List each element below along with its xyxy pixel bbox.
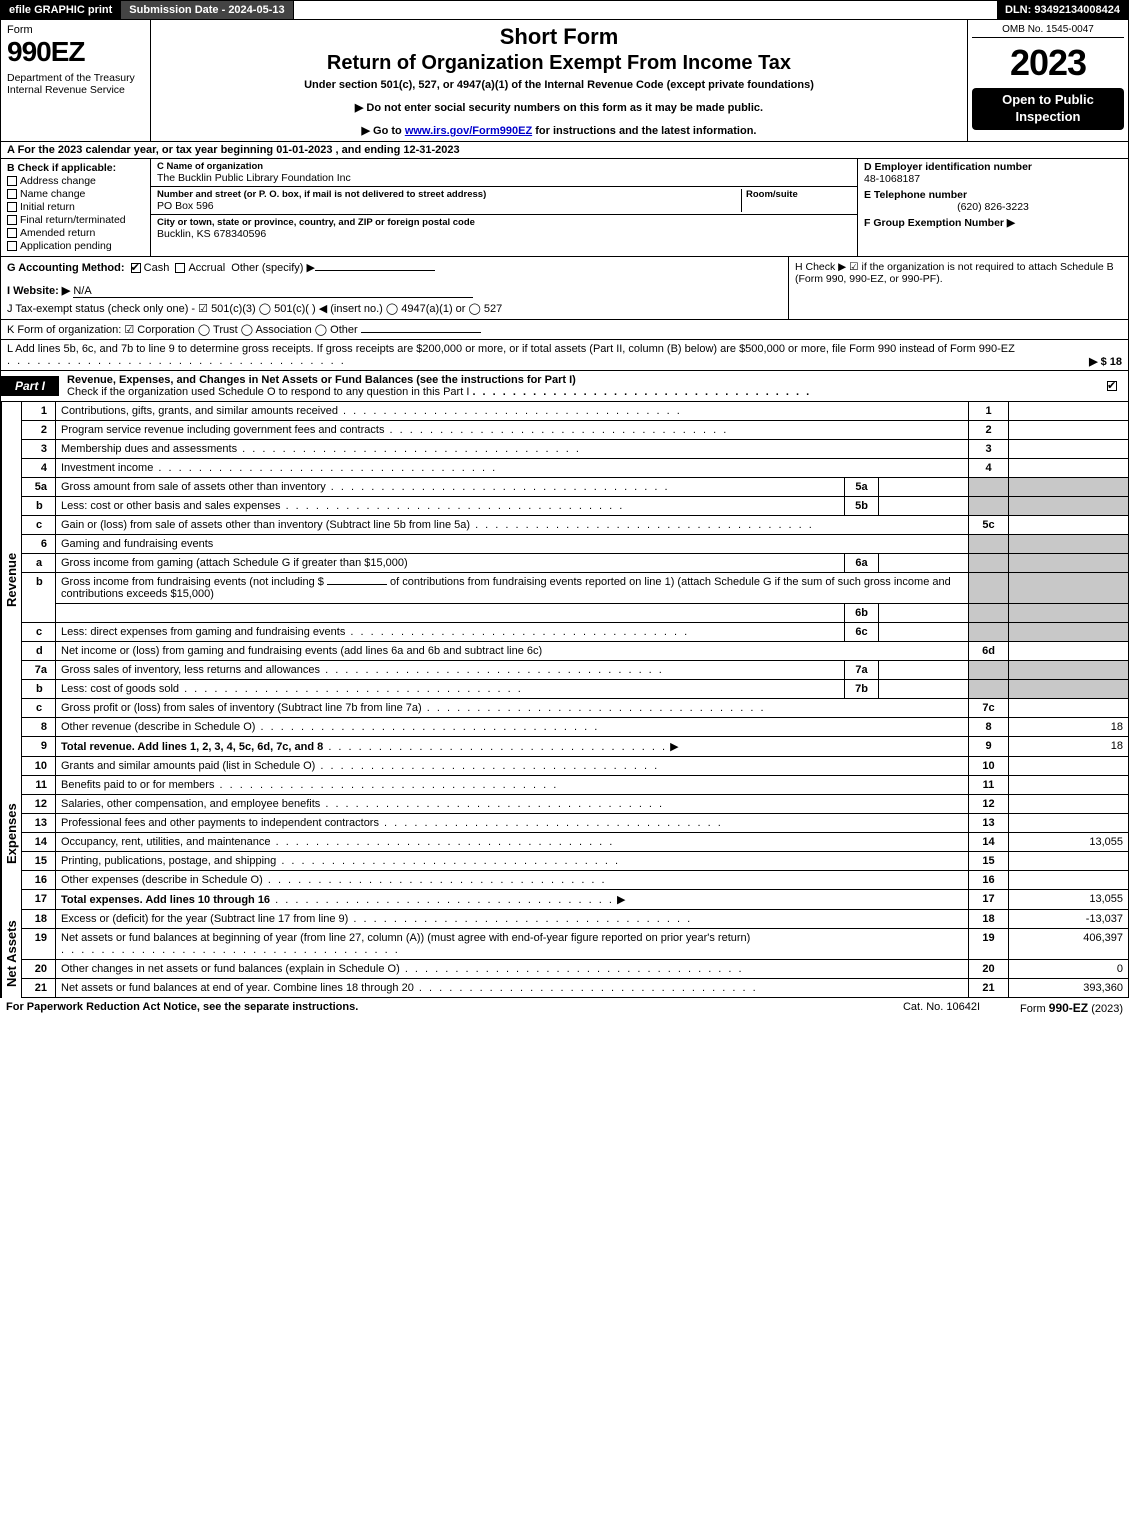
top-bar: efile GRAPHIC print Submission Date - 20… bbox=[0, 0, 1129, 20]
note-goto-pre: ▶ Go to bbox=[362, 125, 405, 137]
footer-left: For Paperwork Reduction Act Notice, see … bbox=[6, 1001, 863, 1015]
department-label: Department of the Treasury Internal Reve… bbox=[7, 72, 144, 96]
cb-address-change[interactable]: Address change bbox=[7, 175, 144, 187]
main-title: Return of Organization Exempt From Incom… bbox=[157, 52, 961, 75]
row-l-gross-receipts: L Add lines 5b, 6c, and 7b to line 9 to … bbox=[0, 340, 1129, 371]
website-label: I Website: ▶ bbox=[7, 285, 70, 297]
other-org-field[interactable] bbox=[361, 332, 481, 333]
org-name-label: C Name of organization bbox=[157, 161, 851, 172]
other-label: Other (specify) ▶ bbox=[231, 262, 315, 274]
note-ssn: ▶ Do not enter social security numbers o… bbox=[157, 101, 961, 114]
short-form-title: Short Form bbox=[157, 24, 961, 50]
cb-application-pending[interactable]: Application pending bbox=[7, 240, 144, 252]
form-label: Form bbox=[7, 24, 144, 36]
val-21: 393,360 bbox=[1009, 979, 1129, 998]
topbar-spacer bbox=[294, 1, 997, 19]
org-name: The Bucklin Public Library Foundation In… bbox=[157, 172, 851, 184]
org-name-block: C Name of organization The Bucklin Publi… bbox=[151, 159, 857, 187]
note-goto: ▶ Go to www.irs.gov/Form990EZ for instru… bbox=[157, 124, 961, 137]
row-gh: G Accounting Method: Cash Accrual Other … bbox=[0, 257, 1129, 320]
net-assets-vlabel: Net Assets bbox=[1, 910, 21, 998]
accounting-method-label: G Accounting Method: bbox=[7, 262, 125, 274]
city-value: Bucklin, KS 678340596 bbox=[157, 228, 851, 240]
submission-date: Submission Date - 2024-05-13 bbox=[121, 1, 293, 19]
row-l-amount: ▶ $ 18 bbox=[1089, 355, 1122, 368]
val-14: 13,055 bbox=[1009, 833, 1129, 852]
omb-number: OMB No. 1545-0047 bbox=[972, 24, 1124, 38]
street-value: PO Box 596 bbox=[157, 200, 741, 212]
revenue-table: 1Contributions, gifts, grants, and simil… bbox=[21, 402, 1129, 757]
row-j-tax-exempt: J Tax-exempt status (check only one) - ☑… bbox=[7, 303, 502, 315]
val-17: 13,055 bbox=[1009, 890, 1129, 910]
header-center: Short Form Return of Organization Exempt… bbox=[151, 20, 968, 141]
expenses-vlabel: Expenses bbox=[1, 757, 21, 910]
room-label: Room/suite bbox=[746, 189, 851, 200]
dln-label: DLN: 93492134008424 bbox=[997, 1, 1128, 19]
cb-name-change[interactable]: Name change bbox=[7, 188, 144, 200]
irs-link[interactable]: www.irs.gov/Form990EZ bbox=[405, 125, 532, 137]
ein-label: D Employer identification number bbox=[864, 161, 1122, 173]
open-to-public: Open to Public Inspection bbox=[972, 88, 1124, 130]
row-a-tax-year: A For the 2023 calendar year, or tax yea… bbox=[0, 142, 1129, 159]
other-specify-field[interactable] bbox=[315, 270, 435, 271]
row-h: H Check ▶ ☑ if the organization is not r… bbox=[788, 257, 1128, 319]
net-assets-section: Net Assets 18Excess or (deficit) for the… bbox=[0, 910, 1129, 998]
cb-accrual[interactable] bbox=[175, 263, 185, 273]
group-exemption-label: F Group Exemption Number ▶ bbox=[864, 217, 1015, 229]
note-goto-post: for instructions and the latest informat… bbox=[532, 125, 756, 137]
val-8: 18 bbox=[1009, 718, 1129, 737]
efile-print-label[interactable]: efile GRAPHIC print bbox=[1, 1, 121, 19]
block-bcdef: B Check if applicable: Address change Na… bbox=[0, 159, 1129, 257]
part1-checkbox[interactable] bbox=[1107, 380, 1128, 392]
part1-tab: Part I bbox=[1, 376, 59, 396]
row-k-form-of-org: K Form of organization: ☑ Corporation ◯ … bbox=[0, 320, 1129, 340]
part1-title: Revenue, Expenses, and Changes in Net As… bbox=[59, 371, 1107, 401]
val-9: 18 bbox=[1009, 737, 1129, 757]
val-18: -13,037 bbox=[1009, 910, 1129, 929]
cb-initial-return[interactable]: Initial return bbox=[7, 201, 144, 213]
header-right: OMB No. 1545-0047 2023 Open to Public In… bbox=[968, 20, 1128, 141]
expenses-table: 10Grants and similar amounts paid (list … bbox=[21, 757, 1129, 910]
expenses-section: Expenses 10Grants and similar amounts pa… bbox=[0, 757, 1129, 910]
city-label: City or town, state or province, country… bbox=[157, 217, 851, 228]
col-def: D Employer identification number 48-1068… bbox=[858, 159, 1128, 256]
val-20: 0 bbox=[1009, 960, 1129, 979]
city-block: City or town, state or province, country… bbox=[151, 215, 857, 242]
form-header: Form 990EZ Department of the Treasury In… bbox=[0, 20, 1129, 142]
street-label: Number and street (or P. O. box, if mail… bbox=[157, 189, 741, 200]
cash-label: Cash bbox=[144, 262, 170, 274]
part1-header: Part I Revenue, Expenses, and Changes in… bbox=[0, 371, 1129, 402]
col-b-checkboxes: B Check if applicable: Address change Na… bbox=[1, 159, 151, 256]
col-b-header: B Check if applicable: bbox=[7, 162, 144, 174]
accrual-label: Accrual bbox=[188, 262, 225, 274]
subtitle: Under section 501(c), 527, or 4947(a)(1)… bbox=[157, 79, 961, 91]
street-block: Number and street (or P. O. box, if mail… bbox=[151, 187, 857, 215]
cb-cash[interactable] bbox=[131, 263, 141, 273]
val-19: 406,397 bbox=[1009, 929, 1129, 960]
footer-center: Cat. No. 10642I bbox=[863, 1001, 1020, 1015]
ein-value: 48-1068187 bbox=[864, 173, 1122, 185]
header-left: Form 990EZ Department of the Treasury In… bbox=[1, 20, 151, 141]
phone-value: (620) 826-3223 bbox=[864, 201, 1122, 213]
form-number: 990EZ bbox=[7, 36, 144, 68]
cb-amended-return[interactable]: Amended return bbox=[7, 227, 144, 239]
cb-final-return[interactable]: Final return/terminated bbox=[7, 214, 144, 226]
revenue-vlabel: Revenue bbox=[1, 402, 21, 757]
website-value: N/A bbox=[73, 285, 473, 298]
revenue-section: Revenue 1Contributions, gifts, grants, a… bbox=[0, 402, 1129, 757]
row-l-text: L Add lines 5b, 6c, and 7b to line 9 to … bbox=[7, 343, 1015, 355]
page-footer: For Paperwork Reduction Act Notice, see … bbox=[0, 998, 1129, 1018]
tax-year: 2023 bbox=[972, 42, 1124, 84]
net-assets-table: 18Excess or (deficit) for the year (Subt… bbox=[21, 910, 1129, 998]
col-c-org-info: C Name of organization The Bucklin Publi… bbox=[151, 159, 858, 256]
phone-label: E Telephone number bbox=[864, 189, 1122, 201]
part1-check-text: Check if the organization used Schedule … bbox=[67, 386, 469, 398]
footer-right: Form 990-EZ (2023) bbox=[1020, 1001, 1123, 1015]
row-g: G Accounting Method: Cash Accrual Other … bbox=[1, 257, 788, 319]
